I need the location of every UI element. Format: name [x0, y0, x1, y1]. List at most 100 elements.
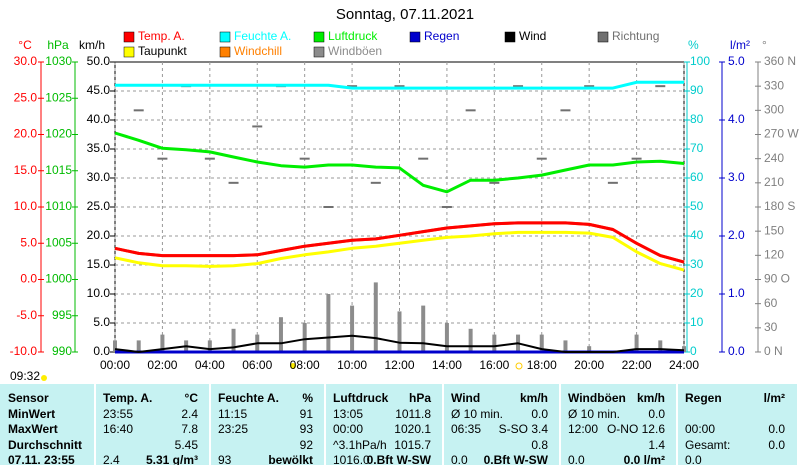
y-tick-label: 330	[764, 78, 784, 92]
y-tick-label: 0	[690, 344, 697, 358]
table-cell: MinWert	[8, 406, 56, 421]
x-tick-label: 20:00	[574, 358, 604, 372]
column-separator	[676, 384, 678, 465]
legend-label: Wind	[519, 29, 546, 43]
table-cell: Ø 10 min.	[451, 406, 504, 421]
y-tick-label: -5.0	[16, 308, 37, 322]
legend-label: Regen	[424, 29, 459, 43]
x-tick-label: 16:00	[479, 358, 509, 372]
footer-time: 09:32	[10, 369, 40, 383]
y-tick-label: 25.0	[87, 199, 111, 213]
axis-unit: °C	[18, 38, 32, 52]
legend-swatch	[313, 46, 325, 58]
y-tick-label: 120	[764, 248, 784, 262]
gust-bar	[658, 340, 663, 352]
y-tick-label: 0.0	[20, 272, 37, 286]
table-cell: 0.0	[685, 453, 702, 465]
column-separator	[209, 384, 211, 465]
y-tick-label: 1010	[45, 199, 72, 213]
table-cell: Wind	[451, 391, 481, 405]
sun-icon	[41, 375, 47, 381]
y-tick-label: 45.0	[87, 83, 111, 97]
gust-bar	[207, 340, 212, 352]
y-tick-label: 30.0	[14, 54, 38, 68]
y-tick-label: 150	[764, 223, 784, 237]
table-cell: 93	[218, 453, 232, 465]
table-cell: 23:55	[103, 406, 134, 421]
table-cell: Luftdruck	[333, 391, 389, 405]
y-tick-label: 1005	[45, 235, 72, 249]
table-cell: 0.0	[768, 437, 785, 452]
table-cell: 5.31 g/m³	[145, 453, 198, 465]
y-tick-label: 50	[690, 199, 704, 213]
gust-bar	[563, 340, 568, 352]
gust-bar	[113, 340, 117, 352]
table-cell: 1.4	[648, 437, 665, 452]
y-tick-label: 90	[690, 83, 704, 97]
y-tick-label: 30	[690, 257, 704, 271]
table-cell: 12:00	[568, 422, 599, 436]
axis-unit: l/m²	[730, 38, 750, 52]
gust-bar	[373, 282, 378, 352]
table-cell: 07.11. 23:55	[8, 453, 75, 465]
series-line	[114, 131, 685, 194]
y-tick-label: 995	[52, 308, 72, 322]
table-cell: 91	[299, 406, 313, 421]
table-cell: 1011.8	[395, 406, 431, 421]
gust-bar	[160, 334, 165, 352]
table-cell: %	[302, 391, 313, 405]
gust-bar	[468, 328, 473, 352]
y-tick-label: 20.0	[87, 228, 111, 242]
data-table: Sensor Temp. A. °C Feuchte A.% Luftdruck hPa W…	[0, 384, 797, 465]
table-cell: 0.0 l/m²	[623, 453, 665, 465]
table-cell: 00:00	[685, 422, 716, 436]
table-cell: hPa	[408, 391, 431, 405]
y-tick-label: 60	[690, 170, 704, 184]
table-cell: ^3.1hPa/h	[333, 437, 387, 452]
x-tick-label: 14:00	[432, 358, 462, 372]
legend-swatch	[504, 31, 516, 43]
x-tick-label: 04:00	[195, 358, 225, 372]
gust-bar	[492, 334, 497, 352]
y-tick-label: 5.0	[728, 54, 745, 68]
table-cell: Feuchte A.	[218, 391, 279, 405]
gust-bar	[444, 323, 449, 352]
y-tick-label: 990	[52, 344, 72, 358]
table-cell: 0.0	[531, 406, 548, 421]
x-tick-label: 00:00	[100, 358, 130, 372]
table-cell: 92	[299, 437, 313, 452]
table-cell: 2.4	[181, 406, 198, 421]
y-tick-label: 2.0	[728, 228, 745, 242]
x-tick-label: 10:00	[337, 358, 367, 372]
table-cell: 0.0	[768, 422, 785, 436]
table-cell: 93	[299, 422, 313, 436]
gust-bar	[682, 346, 686, 352]
legend-swatch	[409, 31, 421, 43]
y-tick-label: 100	[690, 54, 710, 68]
table-cell: 11:15	[218, 406, 248, 421]
table-cell: 0.Bft W-SW	[366, 453, 431, 465]
table-cell: Gesamt:	[685, 437, 731, 452]
series-line	[114, 230, 685, 272]
table-cell: 0.0	[451, 453, 468, 465]
y-tick-label: -10.0	[10, 344, 38, 358]
y-tick-label: 180 S	[764, 199, 795, 213]
gust-bar	[326, 294, 331, 352]
column-separator	[442, 384, 444, 465]
table-cell: 13:05	[333, 406, 364, 421]
y-tick-label: 20	[690, 286, 704, 300]
column-separator	[94, 384, 96, 465]
legend-swatch	[123, 46, 135, 58]
y-tick-label: 10	[690, 315, 704, 329]
legend-label: Taupunkt	[138, 44, 187, 58]
y-tick-label: 80	[690, 112, 704, 126]
y-tick-label: 1020	[45, 127, 72, 141]
legend-label: Richtung	[612, 29, 659, 43]
x-tick-label: 22:00	[622, 358, 652, 372]
y-tick-label: 40	[690, 228, 704, 242]
table-cell: Ø 10 min.	[568, 406, 621, 421]
gust-bar	[278, 317, 283, 352]
axis-unit: °	[762, 38, 767, 52]
table-cell: l/m²	[763, 391, 785, 405]
